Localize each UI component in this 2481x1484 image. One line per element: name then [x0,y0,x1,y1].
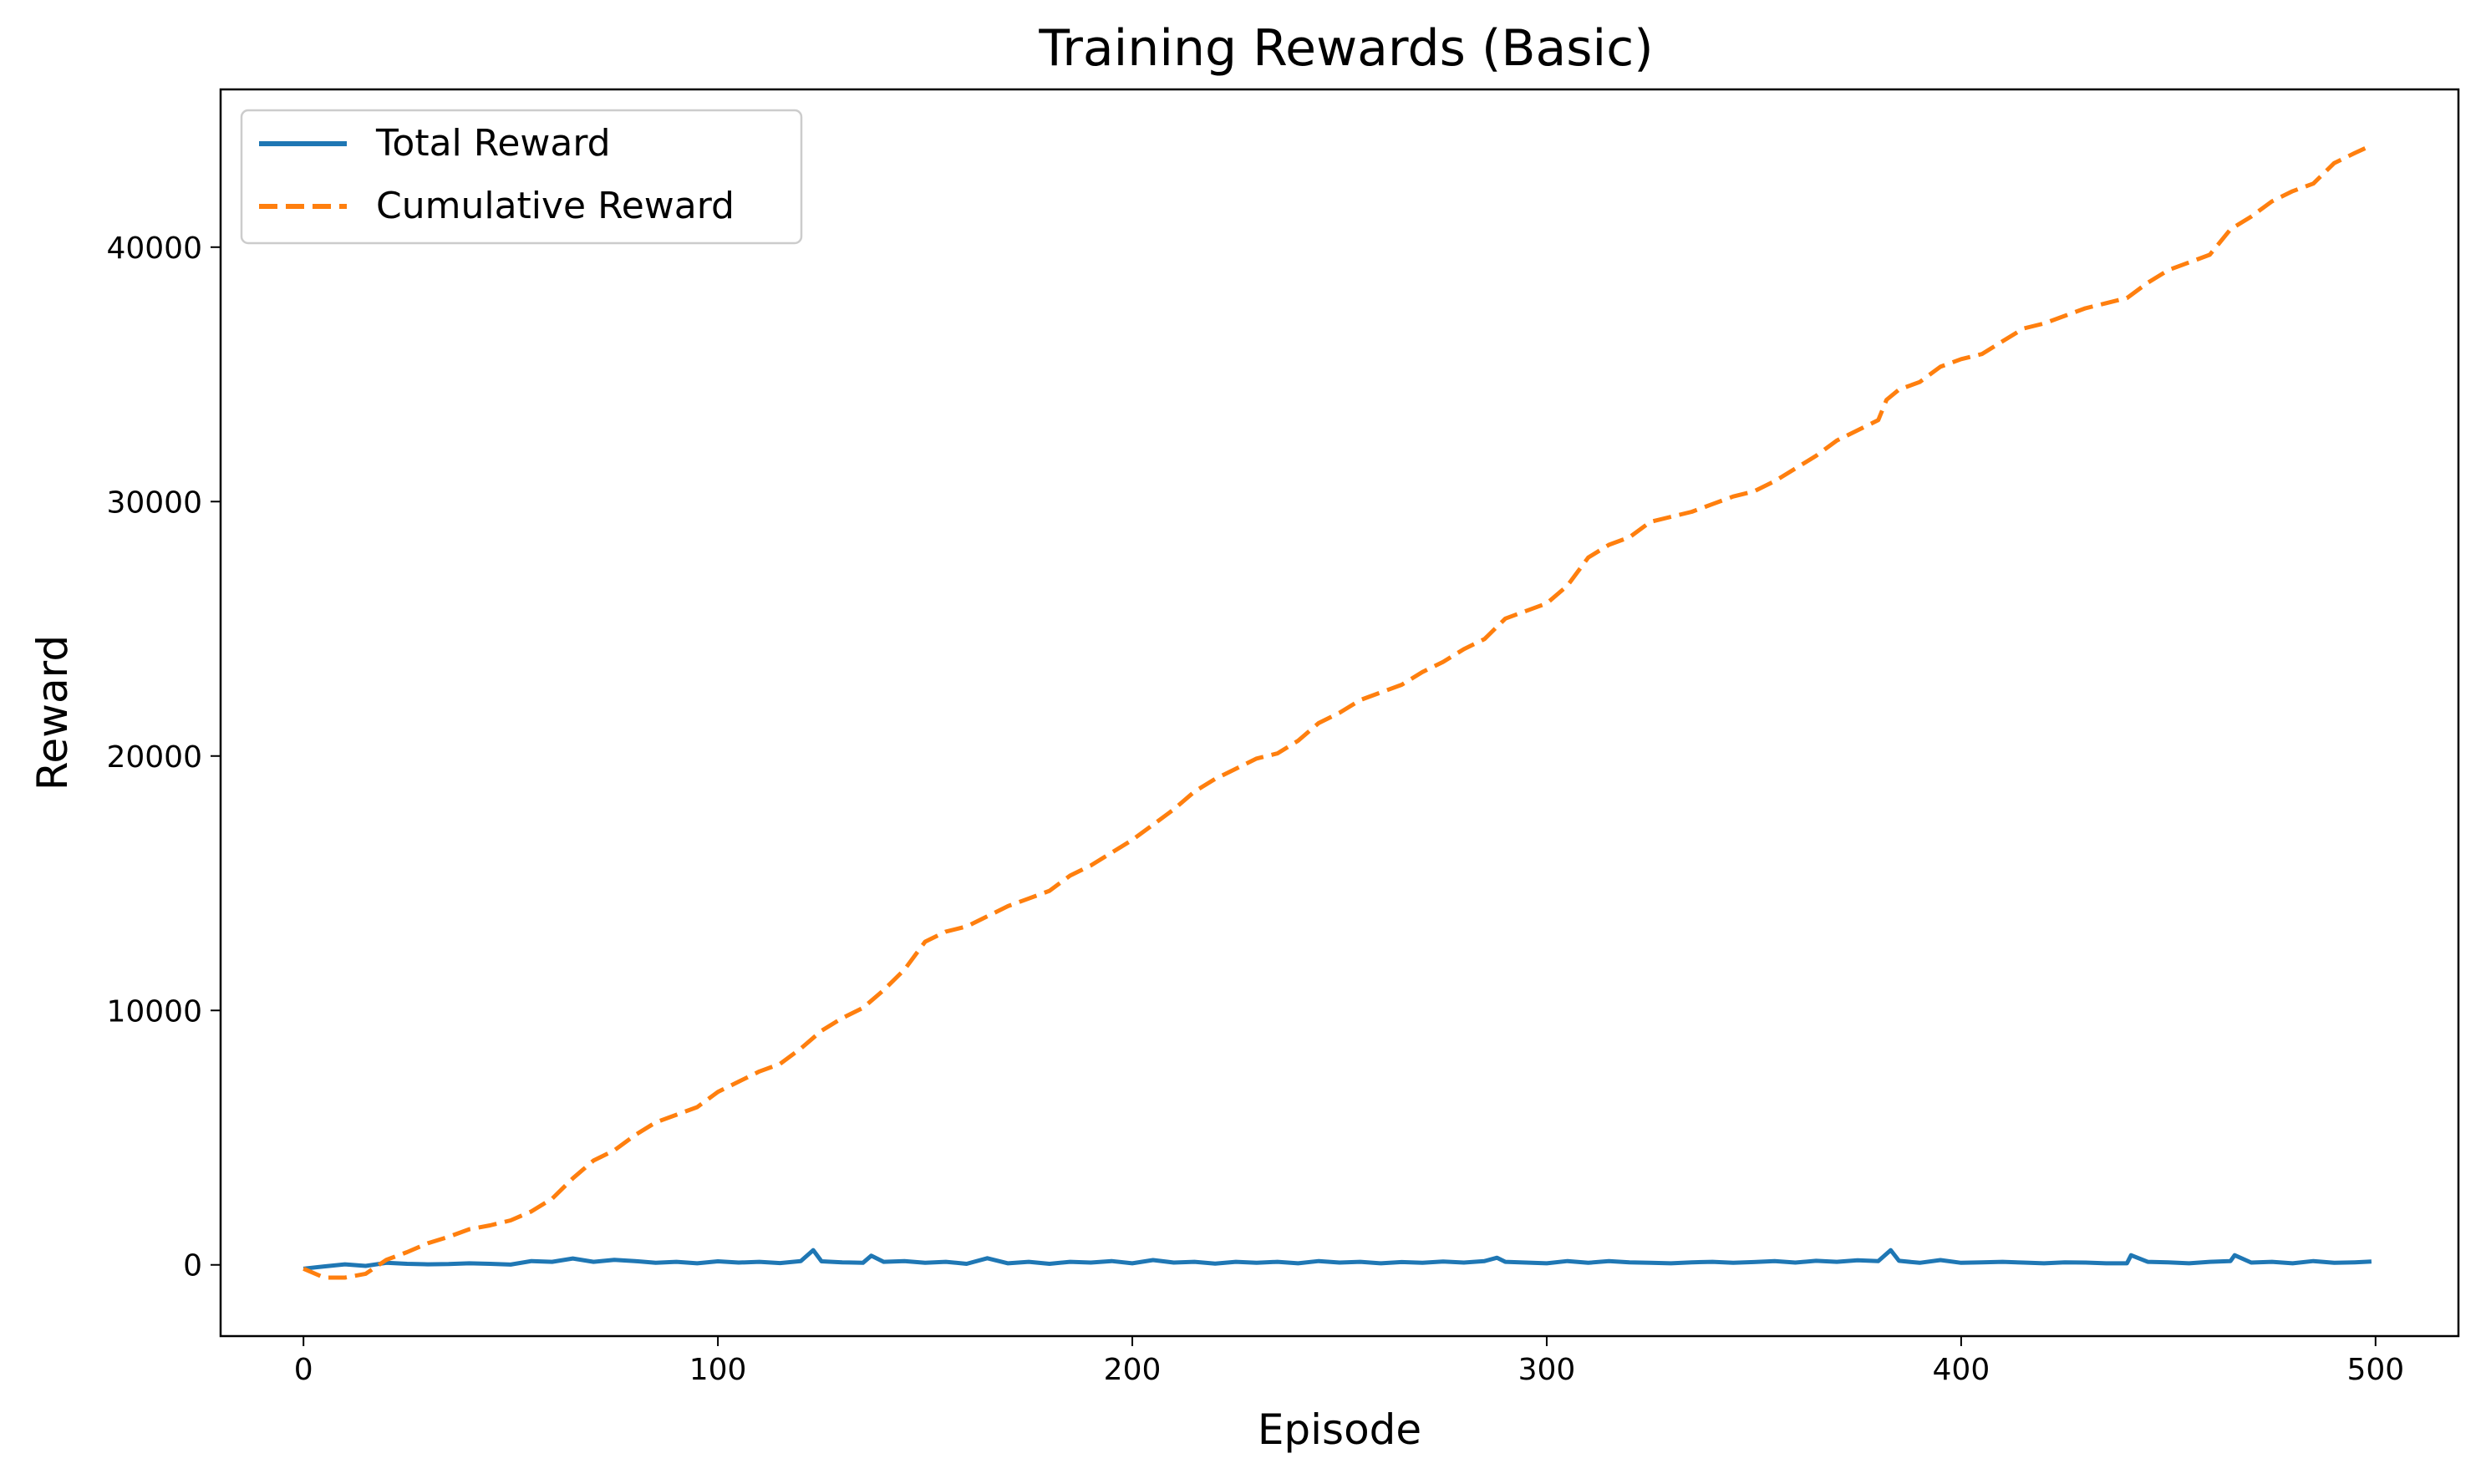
x-axis-ticks: 0 100 200 300 400 500 [294,1336,2404,1387]
x-tick-label: 400 [1933,1353,1990,1387]
chart-title: Training Rewards (Basic) [1038,19,1653,78]
series-line-total-reward [302,1248,2372,1271]
legend-label-cumulative-reward: Cumulative Reward [376,185,735,227]
plot-frame [219,88,2460,1338]
x-tick-label: 300 [1518,1353,1576,1387]
x-tick-label: 0 [294,1353,313,1387]
y-tick-label: 30000 [106,485,202,520]
series-layer [302,143,2372,1280]
y-axis-label: Reward [28,635,77,790]
y-tick-label: 10000 [106,994,202,1029]
plot-area [219,88,2460,1338]
legend-label-total-reward: Total Reward [375,122,611,165]
y-axis-ticks: 0 10000 20000 30000 40000 [106,231,221,1283]
series-line-cumulative-reward [302,143,2372,1280]
x-axis-label: Episode [1258,1405,1421,1454]
legend-frame [240,109,803,245]
x-tick-label: 100 [689,1353,747,1387]
x-tick-label: 200 [1104,1353,1162,1387]
legend: Total Reward Cumulative Reward [240,109,803,245]
y-tick-label: 20000 [106,740,202,775]
y-tick-label: 0 [183,1249,202,1283]
y-tick-label: 40000 [106,231,202,266]
x-tick-label: 500 [2346,1353,2404,1387]
